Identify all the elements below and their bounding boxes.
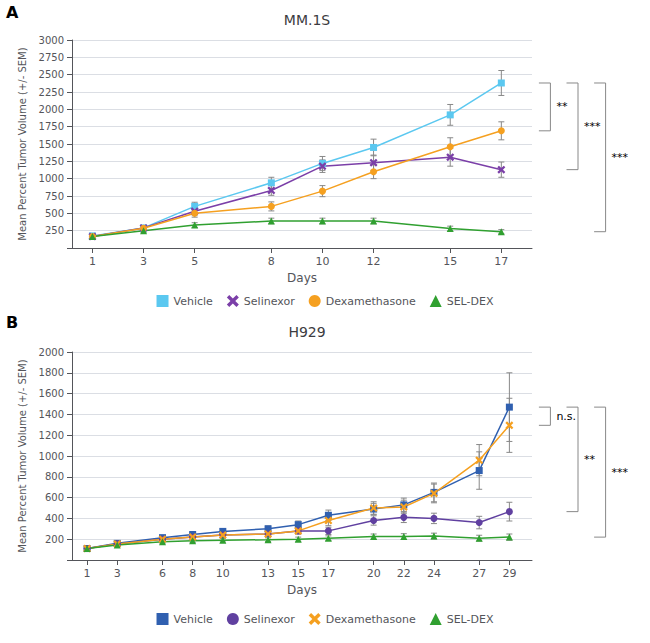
svg-text:B: B [6,313,18,332]
svg-text:1250: 1250 [39,156,64,167]
svg-text:8: 8 [189,567,196,580]
svg-text:**: ** [584,453,596,466]
svg-text:750: 750 [45,191,64,202]
svg-text:5: 5 [191,255,198,268]
svg-text:15: 15 [291,567,305,580]
svg-text:Days: Days [287,271,317,285]
svg-text:10: 10 [216,567,230,580]
svg-text:3: 3 [114,567,121,580]
svg-text:Selinexor: Selinexor [244,295,295,308]
svg-text:Vehicle: Vehicle [174,295,214,308]
svg-text:1: 1 [84,567,91,580]
svg-text:***: *** [584,120,601,133]
svg-text:800: 800 [45,471,64,482]
svg-text:200: 200 [45,534,64,545]
svg-text:Mean Percent Tumor Volume (+/-: Mean Percent Tumor Volume (+/- SEM) [17,47,28,240]
svg-text:Selinexor: Selinexor [244,613,295,626]
svg-text:13: 13 [261,567,275,580]
svg-text:***: *** [612,466,629,479]
svg-text:1500: 1500 [39,139,64,150]
svg-text:Days: Days [287,583,317,597]
svg-text:2000: 2000 [39,347,64,358]
svg-text:SEL-DEX: SEL-DEX [447,613,494,626]
svg-text:1400: 1400 [39,409,64,420]
svg-text:12: 12 [367,255,381,268]
svg-text:Dexamethasone: Dexamethasone [326,613,416,626]
svg-text:500: 500 [45,208,64,219]
svg-text:400: 400 [45,513,64,524]
svg-text:2750: 2750 [39,52,64,63]
svg-text:***: *** [612,151,629,164]
svg-text:H929: H929 [288,324,325,340]
svg-text:24: 24 [427,567,441,580]
svg-text:A: A [6,3,19,22]
svg-text:600: 600 [45,492,64,503]
svg-text:SEL-DEX: SEL-DEX [447,295,494,308]
svg-text:20: 20 [367,567,381,580]
svg-text:1200: 1200 [39,430,64,441]
svg-text:Mean Percent Tumor Volume (+/-: Mean Percent Tumor Volume (+/- SEM) [17,359,28,552]
svg-text:**: ** [556,100,568,113]
svg-text:3: 3 [140,255,147,268]
svg-text:10: 10 [315,255,329,268]
svg-text:8: 8 [268,255,275,268]
svg-text:2000: 2000 [39,104,64,115]
svg-text:29: 29 [502,567,516,580]
svg-text:3000: 3000 [39,35,64,46]
svg-text:1: 1 [89,255,96,268]
svg-text:27: 27 [472,567,486,580]
svg-text:MM.1S: MM.1S [284,12,331,28]
svg-text:1800: 1800 [39,367,64,378]
svg-text:n.s.: n.s. [556,410,576,423]
svg-text:17: 17 [321,567,335,580]
svg-text:6: 6 [159,567,166,580]
svg-text:1000: 1000 [39,451,64,462]
svg-text:15: 15 [443,255,457,268]
svg-text:1600: 1600 [39,388,64,399]
svg-text:2250: 2250 [39,87,64,98]
svg-text:2500: 2500 [39,69,64,80]
svg-text:1750: 1750 [39,121,64,132]
svg-text:250: 250 [45,225,64,236]
svg-text:1000: 1000 [39,173,64,184]
svg-text:22: 22 [397,567,411,580]
svg-text:17: 17 [494,255,508,268]
svg-text:Dexamethasone: Dexamethasone [326,295,416,308]
svg-text:Vehicle: Vehicle [174,613,214,626]
